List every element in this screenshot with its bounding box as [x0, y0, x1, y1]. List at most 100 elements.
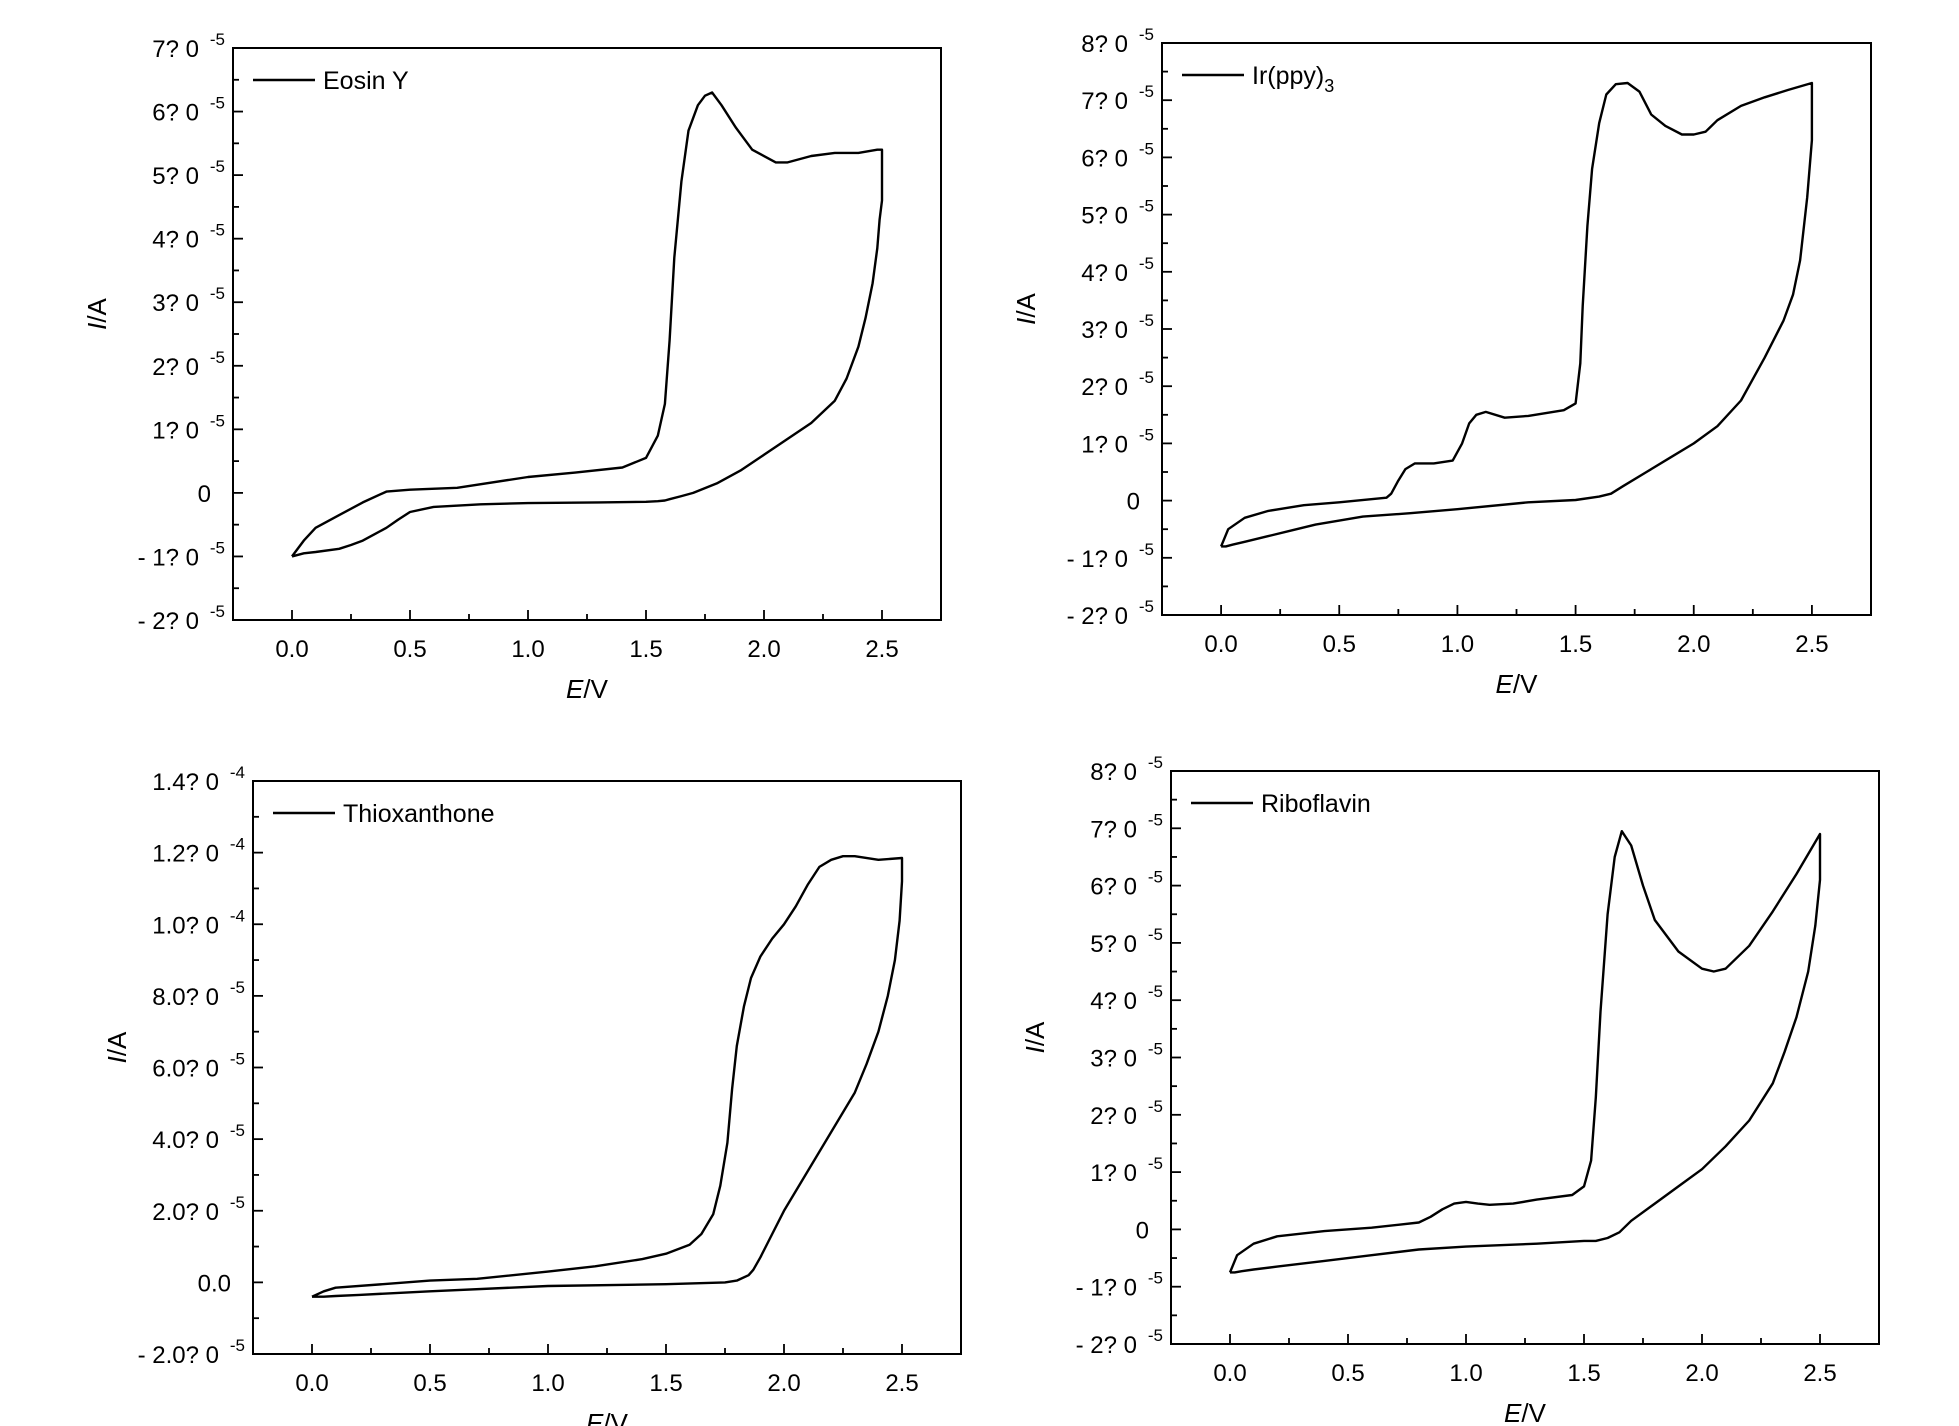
y-axis-title-symbol: I [102, 1056, 132, 1063]
y-axis-title-symbol: I [82, 323, 112, 330]
legend-label: Thioxanthone [343, 800, 495, 828]
y-tick-label: - 2? 0 [1076, 1332, 1137, 1359]
y-axis-title-symbol: I [1011, 318, 1041, 325]
x-axis-title-symbol: E [586, 1408, 604, 1426]
y-tick-label: - 1? 0 [1076, 1275, 1137, 1302]
y-tick-label: 2? 0 [1090, 1103, 1137, 1130]
y-tick-label: 0 [1127, 489, 1140, 516]
y-axis-title-unit: /A [82, 297, 112, 322]
x-tick-label: 1.5 [629, 636, 662, 663]
x-tick-label: 0.0 [1204, 631, 1237, 658]
y-tick-label: 5? 0 [152, 163, 199, 190]
y-tick-exponent: -5 [1139, 597, 1154, 616]
x-axis-title: E/V [586, 1408, 629, 1426]
x-tick-label: 0.5 [413, 1370, 446, 1397]
x-tick-label: 1.5 [649, 1370, 682, 1397]
y-tick-label: 5? 0 [1081, 203, 1128, 230]
y-tick-exponent: -5 [210, 157, 225, 176]
y-tick-label: 6? 0 [1090, 874, 1137, 901]
y-axis-title: I/A [102, 1031, 132, 1063]
y-tick-label: 0 [198, 481, 211, 508]
chart-panel-3: 0.0 0.5 1.0 1.5 2.0 2.5 -4 1.4? 0 -4 1.2? 0 -4 1.0?… [102, 763, 962, 1426]
x-axis-title: E/V [566, 674, 609, 704]
y-tick-exponent: -5 [1139, 540, 1154, 559]
y-tick-label: 5? 0 [1090, 931, 1137, 958]
y-tick-exponent: -4 [230, 763, 245, 782]
y-tick-label: - 1? 0 [138, 544, 199, 571]
y-axis-title: I/A [82, 297, 112, 329]
x-axis-title-unit: /V [1513, 669, 1538, 699]
y-tick-label: - 2? 0 [1067, 603, 1128, 630]
y-tick-exponent: -4 [230, 835, 245, 854]
y-tick-exponent: -5 [1139, 82, 1154, 101]
y-axis-title-unit: /A [102, 1031, 132, 1056]
x-tick-label: 2.5 [1803, 1360, 1836, 1387]
cv-curve-series-1 [311, 855, 904, 1298]
y-tick-exponent: -5 [1148, 982, 1163, 1001]
y-tick-label: 1.0? 0 [152, 912, 219, 939]
x-tick-label: 1.5 [1559, 631, 1592, 658]
y-tick-label: 3? 0 [1090, 1046, 1137, 1073]
y-tick-label: 2? 0 [152, 354, 199, 381]
plot-frame [252, 780, 962, 1355]
x-tick-label: 2.5 [885, 1370, 918, 1397]
x-tick-label: 0.5 [1331, 1360, 1364, 1387]
y-tick-label: 8? 0 [1090, 759, 1137, 786]
y-tick-exponent: -5 [1139, 311, 1154, 330]
y-tick-label: 8.0? 0 [152, 984, 219, 1011]
legend-subscript: 3 [1324, 76, 1334, 96]
plot-frame [1161, 42, 1872, 616]
y-tick-label: 7? 0 [1081, 88, 1128, 115]
x-tick-label: 1.0 [511, 636, 544, 663]
x-tick-label: 2.0 [1677, 631, 1710, 658]
chart-panel-1: 0.0 0.5 1.0 1.5 2.0 2.5 -5 7? 0 -5 6? 0 -5 5? 0 -5 4?… [82, 30, 942, 704]
y-axis-title-unit: /A [1011, 292, 1041, 317]
x-axis-title-unit: /V [583, 674, 608, 704]
y-tick-exponent: -5 [1139, 425, 1154, 444]
y-tick-label: 4.0? 0 [152, 1127, 219, 1154]
legend-name: Riboflavin [1261, 790, 1371, 818]
y-axis-title: I/A [1020, 1021, 1050, 1053]
cv-curve-series-1 [1219, 81, 1814, 548]
y-tick-exponent: -5 [230, 1336, 245, 1355]
x-axis-title: E/V [1496, 669, 1539, 699]
x-tick-label: 0.5 [1323, 631, 1356, 658]
legend-label: Ir(ppy)3 [1252, 62, 1334, 96]
y-tick-label: 0.0 [198, 1270, 231, 1297]
y-tick-exponent: -5 [1148, 1269, 1163, 1288]
x-tick-label: 1.0 [1441, 631, 1474, 658]
y-tick-label: 2.0? 0 [152, 1199, 219, 1226]
y-tick-exponent: -5 [1139, 368, 1154, 387]
chart-panel-2: 0.0 0.5 1.0 1.5 2.0 2.5 -5 8? 0 -5 7? 0 -5 6? 0 -5 5?… [1011, 25, 1872, 699]
x-tick-label: 1.5 [1567, 1360, 1600, 1387]
y-tick-label: 1? 0 [1090, 1160, 1137, 1187]
y-tick-label: 7? 0 [1090, 816, 1137, 843]
y-tick-exponent: -5 [230, 1050, 245, 1069]
y-tick-exponent: -5 [1139, 197, 1154, 216]
y-tick-label: 4? 0 [1081, 260, 1128, 287]
y-tick-exponent: -5 [210, 348, 225, 367]
y-tick-label: 7? 0 [152, 36, 199, 63]
legend-name: Thioxanthone [343, 800, 495, 828]
y-tick-label: 1.2? 0 [152, 841, 219, 868]
y-tick-exponent: -5 [1148, 810, 1163, 829]
x-axis-title-symbol: E [1496, 669, 1514, 699]
y-tick-label: - 1? 0 [1067, 546, 1128, 573]
x-tick-label: 1.0 [1449, 1360, 1482, 1387]
y-tick-label: - 2? 0 [138, 608, 199, 635]
legend-name: Ir(ppy) [1252, 62, 1324, 90]
y-tick-exponent: -5 [1148, 753, 1163, 772]
y-tick-exponent: -5 [1148, 1097, 1163, 1116]
y-tick-exponent: -5 [210, 411, 225, 430]
x-tick-label: 2.5 [1795, 631, 1828, 658]
y-tick-exponent: -5 [230, 1121, 245, 1140]
y-tick-exponent: -5 [1148, 1040, 1163, 1059]
x-tick-label: 1.0 [531, 1370, 564, 1397]
y-tick-label: 1? 0 [1081, 431, 1128, 458]
y-tick-exponent: -5 [1139, 254, 1154, 273]
y-tick-label: - 2.0? 0 [138, 1342, 219, 1369]
y-tick-exponent: -5 [1139, 25, 1154, 44]
y-tick-exponent: -5 [210, 221, 225, 240]
y-tick-exponent: -5 [210, 538, 225, 557]
